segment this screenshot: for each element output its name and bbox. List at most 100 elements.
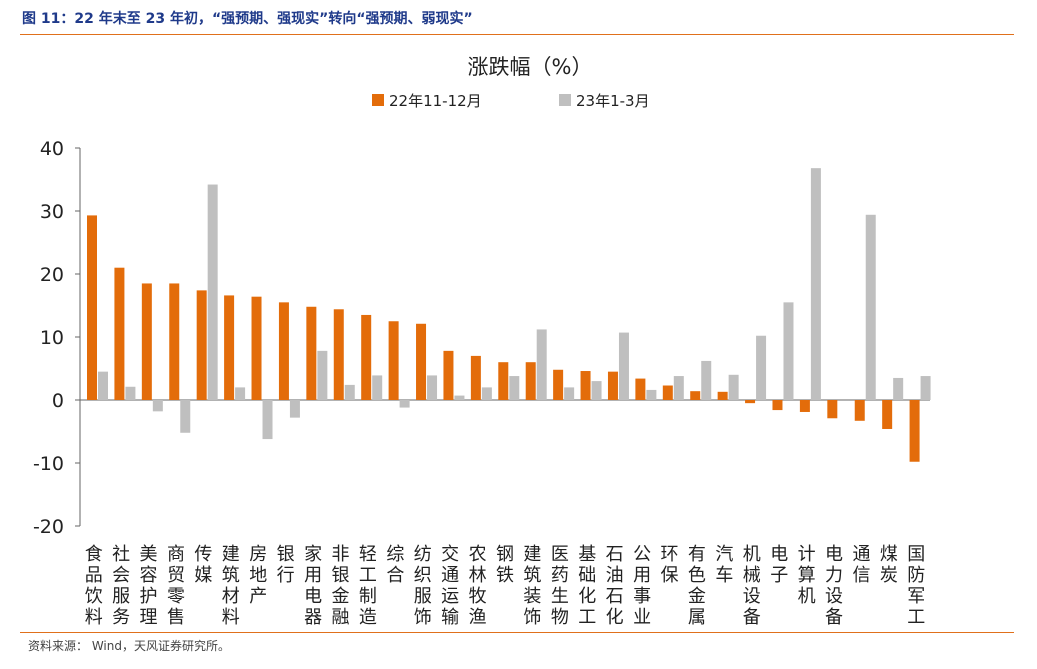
bar-series-2 (344, 384, 355, 400)
x-tick-label: 备 (743, 607, 761, 628)
x-tick-label: 会 (112, 565, 130, 586)
x-tick-label: 通 (441, 565, 459, 586)
x-tick-label: 银 (277, 544, 295, 565)
x-tick-label: 金 (688, 586, 706, 607)
legend: 22年11-12月 23年1-3月 (372, 92, 650, 110)
bar-series-1 (169, 283, 180, 400)
x-tick-label: 建 (222, 544, 240, 565)
bar-series-1 (662, 385, 673, 400)
bar-series-2 (427, 375, 438, 400)
x-tick-label: 房 (249, 544, 267, 565)
chart-title: 涨跌幅（%） (468, 55, 593, 79)
bar-series-1 (416, 323, 427, 400)
bar-series-2 (646, 389, 657, 400)
x-tick-label: 交 (441, 544, 459, 565)
y-tick-label: 0 (52, 390, 64, 412)
top-rule (20, 34, 1014, 35)
x-tick-label: 属 (688, 607, 706, 628)
bar-series-1 (580, 371, 591, 400)
bar-series-1 (827, 400, 838, 419)
bar-series-2 (701, 360, 712, 400)
x-tick-label: 农 (469, 544, 487, 565)
bar-series-2 (180, 400, 191, 433)
x-tick-label: 事 (633, 586, 651, 607)
x-tick-label: 料 (222, 607, 240, 628)
x-tick-label: 服 (112, 586, 130, 607)
y-tick-label: 10 (40, 327, 64, 349)
x-tick-label: 装 (523, 586, 541, 607)
legend-swatch-series-2 (559, 94, 571, 106)
bar-series-1 (909, 400, 920, 462)
x-tick-label: 力 (825, 565, 843, 586)
y-tick-label: 40 (40, 138, 64, 160)
bar-series-2 (262, 400, 273, 440)
bar-series-1 (525, 362, 536, 400)
x-tick-label: 设 (825, 586, 843, 607)
bar-series-2 (289, 400, 300, 418)
x-tick-label: 机 (743, 544, 761, 565)
bar-series-1 (443, 350, 454, 400)
x-tick-label: 环 (661, 544, 679, 565)
x-tick-label: 色 (688, 565, 706, 586)
bar-series-2 (152, 400, 163, 412)
bar-series-2 (98, 371, 108, 400)
bar-series-2 (920, 376, 931, 400)
x-tick-label: 油 (606, 565, 624, 586)
bar-series-1 (607, 371, 618, 400)
bar-series-1 (553, 369, 564, 400)
x-tick-label: 石 (606, 586, 624, 607)
bar-series-1 (333, 309, 344, 400)
x-tick-label: 售 (167, 607, 185, 628)
x-tick-label: 家 (304, 544, 322, 565)
x-tick-label: 织 (414, 565, 432, 586)
x-tick-label: 物 (551, 607, 569, 628)
x-tick-label: 用 (633, 565, 651, 586)
x-tick-label: 钢 (496, 544, 514, 565)
figure-title: 图 11：22 年末至 23 年初，“强预期、强现实”转向“强预期、弱现实” (22, 11, 473, 27)
bar-series-2 (893, 377, 904, 400)
bar-series-2 (235, 387, 246, 400)
x-tick-label: 饰 (523, 607, 541, 628)
bar-series-2 (125, 386, 136, 400)
source-note: 资料来源： Wind，天风证券研究所。 (28, 639, 230, 653)
bar-series-1 (690, 391, 701, 400)
x-tick-label: 化 (578, 586, 596, 607)
bar-series-2 (399, 400, 410, 408)
legend-label-series-2: 23年1-3月 (576, 92, 650, 110)
x-tick-label: 电 (770, 544, 788, 565)
x-tick-label: 输 (441, 607, 459, 628)
x-tick-label: 电 (825, 544, 843, 565)
x-tick-label: 制 (359, 586, 377, 607)
x-tick-label: 纺 (414, 544, 432, 565)
x-tick-label: 车 (715, 565, 733, 586)
x-tick-label: 商 (167, 544, 185, 565)
x-tick-label: 材 (222, 586, 240, 607)
x-tick-label: 运 (441, 586, 459, 607)
x-tick-label: 有 (688, 544, 706, 565)
x-tick-label: 贸 (167, 565, 185, 586)
x-tick-label: 轻 (359, 544, 377, 565)
x-tick-label: 础 (578, 565, 596, 586)
x-tick-label: 融 (331, 607, 349, 628)
x-tick-label: 金 (331, 586, 349, 607)
x-tick-label: 牧 (469, 586, 487, 607)
bar-series-2 (454, 395, 465, 400)
bar-series-1 (306, 306, 317, 400)
x-tick-label: 信 (852, 565, 870, 586)
x-tick-label: 设 (743, 586, 761, 607)
x-tick-label: 容 (140, 565, 158, 586)
x-tick-label: 渔 (469, 607, 487, 628)
x-tick-label: 饮 (85, 586, 103, 607)
x-tick-label: 煤 (880, 544, 898, 565)
bar-series-1 (772, 400, 783, 411)
bar-series-2 (564, 387, 575, 400)
x-tick-label: 产 (249, 586, 267, 607)
bar-series-1 (745, 400, 756, 404)
x-tick-label: 业 (633, 607, 651, 628)
x-tick-label: 银 (331, 565, 349, 586)
bar-series-1 (388, 321, 399, 400)
x-tick-label: 工 (578, 607, 596, 628)
x-tick-label: 零 (167, 586, 185, 607)
x-tick-label: 护 (140, 586, 158, 607)
